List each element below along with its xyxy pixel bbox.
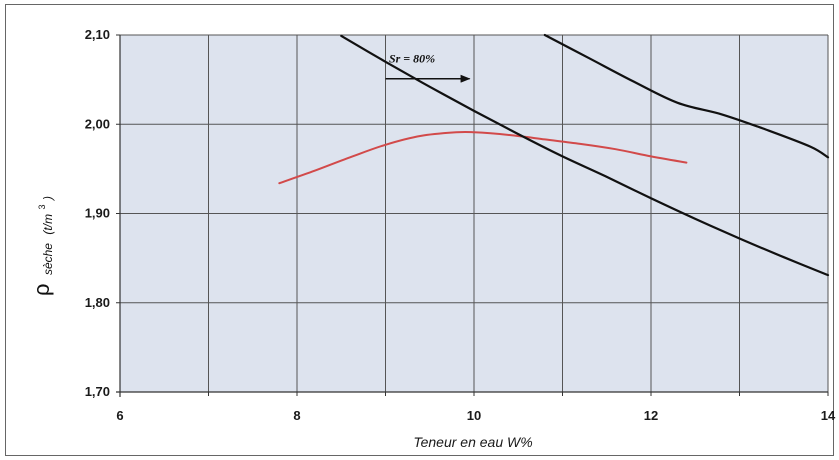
saturation-curve: [340, 34, 830, 277]
y-tick-label: 1,80: [85, 295, 110, 310]
grid-lines: [116, 34, 829, 397]
y-axis-label-unit-exponent: 3: [37, 204, 47, 209]
x-tick-label: 6: [116, 408, 123, 423]
x-axis-label: Teneur en eau W%: [413, 434, 532, 450]
x-tick-label: 14: [821, 408, 836, 423]
sr-annotation-label: Sr = 80%: [389, 52, 435, 66]
series-layer: [278, 33, 830, 277]
y-axis-label-unit: (t/m: [41, 214, 55, 235]
y-axis-label-subscript: sèche: [41, 243, 55, 275]
y-tick-label: 1,70: [85, 384, 110, 399]
annotation-layer: Sr = 80%: [385, 52, 471, 83]
saturation-curve: [543, 33, 830, 159]
y-tick-label: 2,10: [85, 27, 110, 42]
y-axis-label-unit-close: ): [41, 196, 55, 202]
x-tick-label: 12: [644, 408, 658, 423]
x-tick-label: 10: [467, 408, 481, 423]
y-axis-label: ρ sèche (t/m 3 ): [29, 196, 56, 296]
y-tick-label: 1,90: [85, 206, 110, 221]
y-axis-label-symbol: ρ: [29, 284, 54, 297]
tick-labels: 6 8 10 12 14 1,70 1,80 1,90 2,00 2,10: [85, 27, 836, 423]
compaction-curve: [278, 130, 688, 185]
y-tick-label: 2,00: [85, 116, 110, 131]
x-tick-label: 8: [293, 408, 300, 423]
